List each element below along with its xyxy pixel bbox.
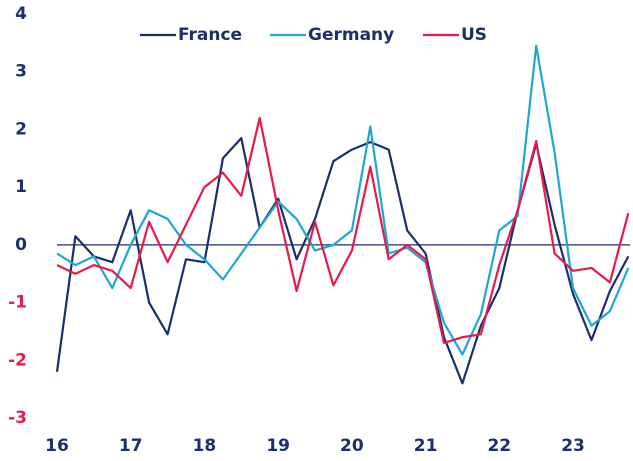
y-tick-label: -1 bbox=[8, 293, 27, 313]
x-tick-label: 20 bbox=[340, 436, 364, 456]
y-tick-label: 0 bbox=[15, 235, 27, 255]
y-tick-label: -2 bbox=[8, 350, 27, 370]
legend-label: US bbox=[461, 25, 487, 45]
legend-label: France bbox=[178, 25, 242, 45]
y-tick-label: 4 bbox=[15, 4, 27, 24]
x-tick-label: 19 bbox=[266, 436, 290, 456]
y-tick-label: -3 bbox=[8, 408, 27, 428]
x-tick-label: 23 bbox=[561, 436, 585, 456]
y-tick-label: 3 bbox=[15, 62, 27, 82]
x-tick-label: 16 bbox=[45, 436, 69, 456]
series-line bbox=[56, 116, 630, 345]
x-tick-label: 17 bbox=[119, 436, 143, 456]
x-tick-label: 18 bbox=[193, 436, 217, 456]
series-line bbox=[56, 44, 630, 356]
legend-label: Germany bbox=[308, 25, 394, 45]
y-tick-label: 2 bbox=[15, 119, 27, 139]
x-tick-label: 21 bbox=[414, 436, 438, 456]
y-tick-label: 1 bbox=[15, 177, 27, 197]
x-tick-label: 22 bbox=[487, 436, 511, 456]
